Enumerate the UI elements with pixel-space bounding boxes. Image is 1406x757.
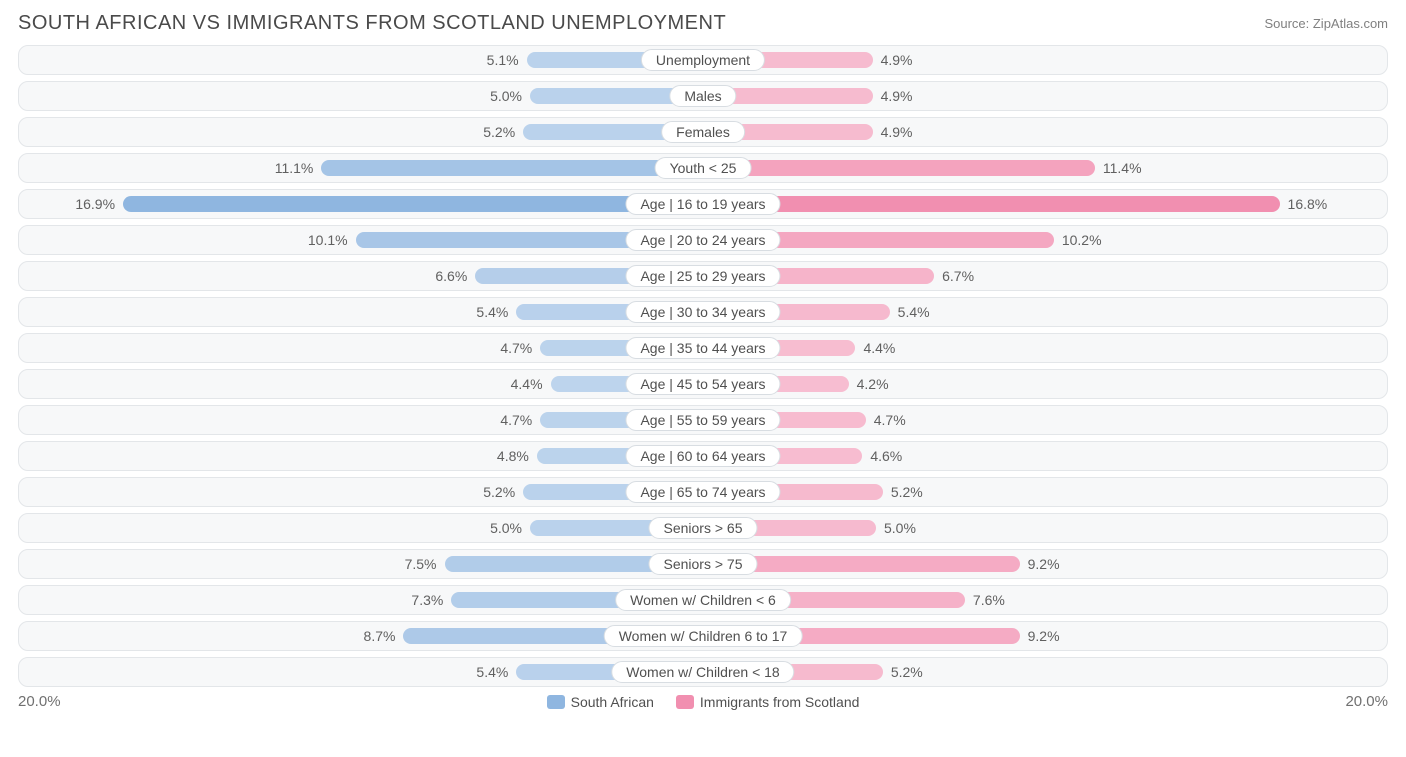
value-right: 4.9%: [873, 88, 921, 104]
chart-row: 8.7% 9.2% Women w/ Children 6 to 17: [18, 621, 1388, 651]
row-label: Age | 65 to 74 years: [625, 481, 780, 503]
row-label: Age | 25 to 29 years: [625, 265, 780, 287]
chart-row: 5.2% 5.2% Age | 65 to 74 years: [18, 477, 1388, 507]
value-right: 4.4%: [855, 340, 903, 356]
value-left: 5.2%: [475, 124, 523, 140]
value-right: 16.8%: [1280, 196, 1336, 212]
row-label: Age | 60 to 64 years: [625, 445, 780, 467]
value-right: 5.4%: [890, 304, 938, 320]
value-left: 5.4%: [468, 664, 516, 680]
row-label: Unemployment: [641, 49, 765, 71]
chart-row: 5.1% 4.9% Unemployment: [18, 45, 1388, 75]
row-label: Females: [661, 121, 745, 143]
row-label: Age | 45 to 54 years: [625, 373, 780, 395]
value-left: 5.1%: [479, 52, 527, 68]
legend-item-right: Immigrants from Scotland: [676, 694, 860, 710]
row-label: Women w/ Children < 6: [615, 589, 791, 611]
value-left: 8.7%: [356, 628, 404, 644]
legend-item-left: South African: [547, 694, 654, 710]
chart-row: 4.4% 4.2% Age | 45 to 54 years: [18, 369, 1388, 399]
value-right: 10.2%: [1054, 232, 1110, 248]
chart-row: 5.4% 5.4% Age | 30 to 34 years: [18, 297, 1388, 327]
row-label: Age | 30 to 34 years: [625, 301, 780, 323]
row-label: Age | 16 to 19 years: [625, 193, 780, 215]
chart-row: 11.1% 11.4% Youth < 25: [18, 153, 1388, 183]
legend-label-left: South African: [571, 694, 654, 710]
value-left: 4.7%: [492, 340, 540, 356]
row-label: Males: [669, 85, 736, 107]
value-left: 11.1%: [267, 160, 322, 176]
value-right: 4.7%: [866, 412, 914, 428]
bar-left: [321, 160, 701, 176]
row-label: Youth < 25: [655, 157, 752, 179]
chart-row: 5.4% 5.2% Women w/ Children < 18: [18, 657, 1388, 687]
value-right: 4.6%: [862, 448, 910, 464]
legend-swatch-right: [676, 695, 694, 709]
value-left: 4.7%: [492, 412, 540, 428]
row-label: Women w/ Children 6 to 17: [604, 625, 803, 647]
value-left: 6.6%: [427, 268, 475, 284]
value-right: 4.2%: [849, 376, 897, 392]
row-label: Seniors > 65: [649, 517, 758, 539]
chart-row: 4.7% 4.7% Age | 55 to 59 years: [18, 405, 1388, 435]
bar-right: [705, 160, 1095, 176]
chart-row: 5.0% 4.9% Males: [18, 81, 1388, 111]
source-attribution: Source: ZipAtlas.com: [1264, 16, 1388, 31]
chart-row: 16.9% 16.8% Age | 16 to 19 years: [18, 189, 1388, 219]
chart-row: 5.0% 5.0% Seniors > 65: [18, 513, 1388, 543]
value-left: 4.8%: [489, 448, 537, 464]
chart-row: 6.6% 6.7% Age | 25 to 29 years: [18, 261, 1388, 291]
axis-max-left: 20.0%: [18, 693, 61, 710]
legend-swatch-left: [547, 695, 565, 709]
value-right: 6.7%: [934, 268, 982, 284]
value-right: 9.2%: [1020, 628, 1068, 644]
diverging-bar-chart: 5.1% 4.9% Unemployment 5.0% 4.9% Males 5.2% 4.9…: [18, 45, 1388, 687]
value-right: 9.2%: [1020, 556, 1068, 572]
value-right: 7.6%: [965, 592, 1013, 608]
row-label: Seniors > 75: [649, 553, 758, 575]
value-left: 5.4%: [468, 304, 516, 320]
value-left: 7.5%: [397, 556, 445, 572]
value-left: 4.4%: [503, 376, 551, 392]
chart-row: 7.3% 7.6% Women w/ Children < 6: [18, 585, 1388, 615]
chart-title: SOUTH AFRICAN VS IMMIGRANTS FROM SCOTLAN…: [18, 12, 726, 35]
bar-right: [705, 196, 1280, 212]
value-left: 5.0%: [482, 520, 530, 536]
value-left: 16.9%: [67, 196, 123, 212]
row-label: Age | 35 to 44 years: [625, 337, 780, 359]
value-right: 11.4%: [1095, 160, 1150, 176]
value-left: 5.2%: [475, 484, 523, 500]
legend: South African Immigrants from Scotland: [547, 694, 860, 710]
value-right: 5.2%: [883, 664, 931, 680]
axis-max-right: 20.0%: [1345, 693, 1388, 710]
value-left: 5.0%: [482, 88, 530, 104]
value-right: 4.9%: [873, 52, 921, 68]
value-right: 5.2%: [883, 484, 931, 500]
chart-row: 5.2% 4.9% Females: [18, 117, 1388, 147]
chart-row: 4.8% 4.6% Age | 60 to 64 years: [18, 441, 1388, 471]
row-label: Age | 20 to 24 years: [625, 229, 780, 251]
bar-left: [123, 196, 701, 212]
legend-label-right: Immigrants from Scotland: [700, 694, 860, 710]
row-label: Women w/ Children < 18: [611, 661, 794, 683]
value-left: 10.1%: [300, 232, 356, 248]
chart-row: 4.7% 4.4% Age | 35 to 44 years: [18, 333, 1388, 363]
row-label: Age | 55 to 59 years: [625, 409, 780, 431]
value-right: 5.0%: [876, 520, 924, 536]
value-right: 4.9%: [873, 124, 921, 140]
chart-row: 7.5% 9.2% Seniors > 75: [18, 549, 1388, 579]
chart-row: 10.1% 10.2% Age | 20 to 24 years: [18, 225, 1388, 255]
value-left: 7.3%: [403, 592, 451, 608]
